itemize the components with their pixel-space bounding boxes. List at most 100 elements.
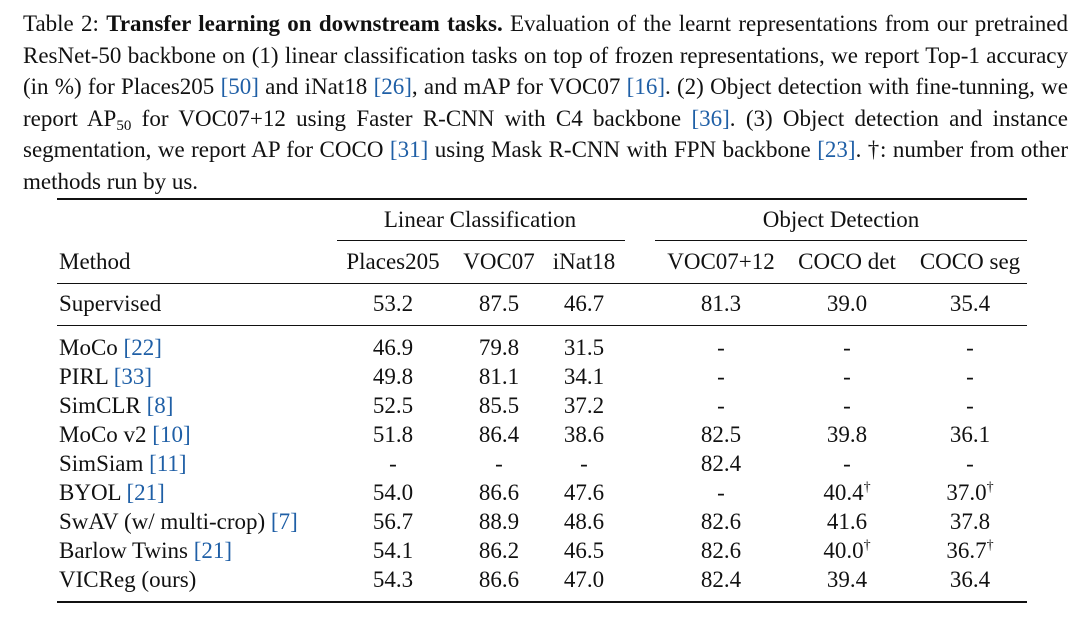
citation-link[interactable]: [21] xyxy=(126,480,165,505)
top-rule xyxy=(57,198,1027,200)
citation-link[interactable]: [23] xyxy=(817,137,856,162)
citation-link[interactable]: [26] xyxy=(373,74,412,99)
caption-text-8: . †: number from other methods run by us… xyxy=(23,137,1068,194)
table-cell: 47.0 xyxy=(563,567,605,592)
table-cell: 46.7 xyxy=(563,291,605,316)
caption-text-1: Evaluation of the learnt representations… xyxy=(23,11,1068,99)
method-label: MoCo xyxy=(59,335,124,360)
table-cell: 86.4 xyxy=(478,422,520,447)
citation-link[interactable]: [16] xyxy=(626,74,665,99)
table-cell: - xyxy=(966,364,974,389)
dagger-mark: † xyxy=(986,480,994,495)
method-label: SimCLR xyxy=(59,393,147,418)
table-cell: 56.7 xyxy=(372,509,414,534)
caption-text-6: . (3) Object detection and instance segm… xyxy=(23,105,1068,163)
table-cell: 36.4 xyxy=(949,567,991,592)
group-header-detection: Object Detection xyxy=(762,207,920,232)
header-rule xyxy=(57,283,1027,284)
header-places205: Places205 xyxy=(346,249,440,274)
method-name: PIRL [33] xyxy=(59,363,152,391)
citation-link[interactable]: [8] xyxy=(146,393,174,418)
caption-title: Transfer learning on downstream tasks. xyxy=(106,11,503,36)
header-voc0712: VOC07+12 xyxy=(667,249,775,274)
table-cell: 36.7† xyxy=(946,538,994,563)
table-cell: 53.2 xyxy=(372,291,414,316)
table-cell: 86.2 xyxy=(478,538,520,563)
table-cell: 35.4 xyxy=(949,291,991,316)
citation-link[interactable]: [22] xyxy=(123,335,162,360)
table-cell: 41.6 xyxy=(826,509,868,534)
table-cell: 82.6 xyxy=(700,538,742,563)
header-coco-det: COCO det xyxy=(798,249,896,274)
method-label: PIRL xyxy=(59,364,114,389)
table-cell: 48.6 xyxy=(563,509,605,534)
method-name: SwAV (w/ multi-crop) [7] xyxy=(59,508,298,536)
table-cell: 81.1 xyxy=(478,364,520,389)
dagger-mark: † xyxy=(863,538,871,553)
method-label: Supervised xyxy=(59,291,162,316)
method-label: BYOL xyxy=(59,480,127,505)
table-cell: 31.5 xyxy=(563,335,605,360)
table-cell: - xyxy=(843,364,851,389)
method-label: SwAV (w/ multi-crop) xyxy=(59,509,271,534)
group-header-linear: Linear Classification xyxy=(383,207,577,232)
table-cell: 46.5 xyxy=(563,538,605,563)
table-cell: 40.0† xyxy=(823,538,871,563)
table-cell: 39.0 xyxy=(826,291,868,316)
caption-prefix: Table 2: xyxy=(23,11,107,36)
table-cell: 39.8 xyxy=(826,422,868,447)
method-name: Barlow Twins [21] xyxy=(59,537,232,565)
table-cell: - xyxy=(966,335,974,360)
citation-link[interactable]: [33] xyxy=(113,364,153,389)
citation-link[interactable]: [11] xyxy=(149,451,187,476)
citation-link[interactable]: [36] xyxy=(691,105,730,131)
table-cell: - xyxy=(966,451,974,476)
header-voc07: VOC07 xyxy=(463,249,535,274)
table-cell: 34.1 xyxy=(563,364,605,389)
table-cell: 37.8 xyxy=(949,509,991,534)
citation-link[interactable]: [10] xyxy=(152,422,191,447)
table-cell: - xyxy=(389,451,397,476)
table-cell: - xyxy=(717,393,725,418)
caption-text-4: . (2) Object detection with fine-tunning… xyxy=(23,74,1068,131)
table-cell: 82.4 xyxy=(700,451,742,476)
table-cell: 81.3 xyxy=(700,291,742,316)
method-label: MoCo v2 xyxy=(59,422,153,447)
method-name: BYOL [21] xyxy=(59,479,165,507)
table-cell: 54.3 xyxy=(372,567,414,592)
citation-link[interactable]: [7] xyxy=(270,509,298,534)
caption-text-7: using Mask R-CNN with FPN backbone xyxy=(428,137,818,162)
table-cell: 54.0 xyxy=(372,480,414,505)
citation-link[interactable]: [50] xyxy=(220,74,259,99)
method-label: Barlow Twins xyxy=(59,538,194,563)
table-cell: 46.9 xyxy=(372,335,414,360)
table-cell: 52.5 xyxy=(372,393,414,418)
table-cell: 49.8 xyxy=(372,364,414,389)
table-caption: Table 2: Transfer learning on downstream… xyxy=(23,8,1068,197)
table-cell: - xyxy=(843,451,851,476)
table-cell: 51.8 xyxy=(372,422,414,447)
supervised-rule xyxy=(57,325,1027,326)
citation-link[interactable]: [21] xyxy=(193,538,233,563)
method-name: SimCLR [8] xyxy=(59,392,173,420)
bottom-rule xyxy=(57,601,1027,603)
dagger-mark: † xyxy=(863,480,871,495)
table-cell: 39.4 xyxy=(826,567,868,592)
table-cell: 54.1 xyxy=(372,538,414,563)
table-cell: 82.4 xyxy=(700,567,742,592)
header-method: Method xyxy=(59,249,131,274)
table-cell: 86.6 xyxy=(478,567,520,592)
table-cell: 87.5 xyxy=(478,291,520,316)
method-name: MoCo [22] xyxy=(59,334,162,362)
table-cell: 82.6 xyxy=(700,509,742,534)
ap-subscript: 50 xyxy=(116,117,132,134)
table-cell: 85.5 xyxy=(478,393,520,418)
table-cell: - xyxy=(580,451,588,476)
table-cell: - xyxy=(843,393,851,418)
caption-text-5: for VOC07+12 using Faster R-CNN with C4 … xyxy=(131,105,692,131)
citation-link[interactable]: [31] xyxy=(389,137,429,162)
table-cell: - xyxy=(966,393,974,418)
table-cell: 88.9 xyxy=(478,509,520,534)
method-name: Supervised xyxy=(59,290,161,318)
table-cell: - xyxy=(843,335,851,360)
